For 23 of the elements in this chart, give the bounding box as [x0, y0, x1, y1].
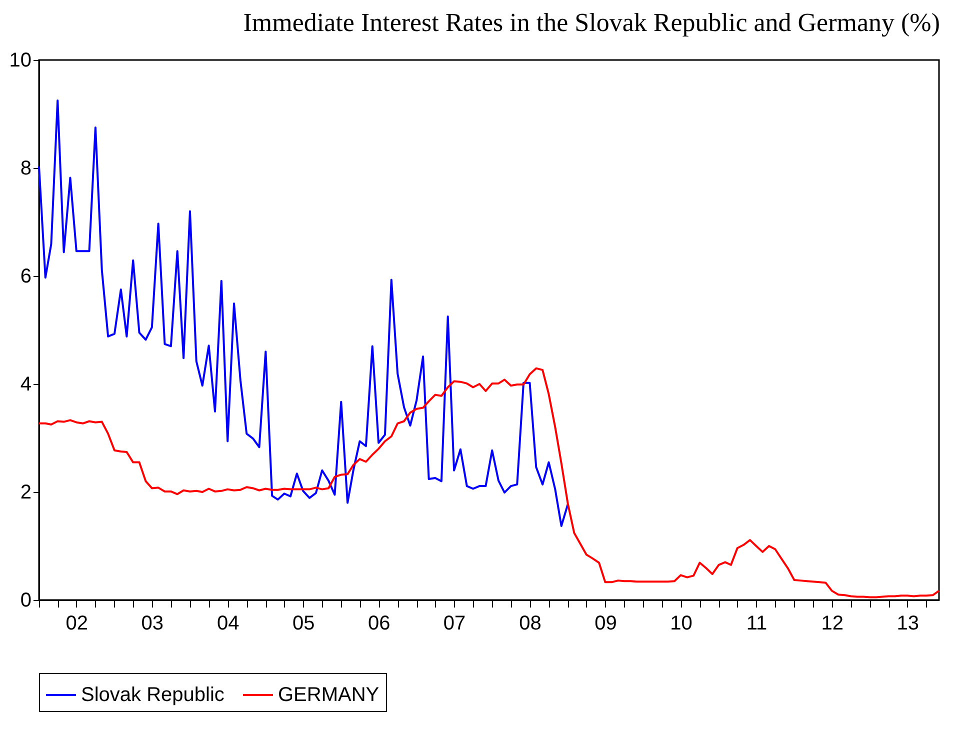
x-tick-label: 06 — [368, 612, 390, 634]
y-tick-label: 2 — [20, 482, 32, 504]
line-series — [38, 100, 569, 528]
y-tick-label: 0 — [20, 590, 32, 612]
x-tick-label: 11 — [746, 612, 768, 634]
x-tick-label: 10 — [670, 612, 692, 634]
line-series — [38, 367, 940, 598]
chart-title: Immediate Interest Rates in the Slovak Republic and Germany (%) — [243, 8, 940, 37]
legend-label: GERMANY — [278, 684, 380, 706]
y-tick-label: 6 — [20, 266, 32, 288]
y-tick-label: 10 — [9, 50, 32, 72]
x-tick-label: 09 — [594, 612, 617, 634]
x-tick-label: 13 — [896, 612, 919, 634]
x-tick-label: 02 — [66, 612, 88, 634]
x-tick-label: 08 — [519, 612, 542, 634]
x-tick-label: 07 — [443, 612, 466, 634]
y-tick-label: 4 — [20, 374, 32, 396]
y-tick-label: 8 — [20, 158, 32, 180]
x-tick-label: 04 — [216, 612, 240, 634]
x-tick-label: 05 — [292, 612, 315, 634]
x-tick-label: 03 — [141, 612, 164, 634]
legend-label: Slovak Republic — [81, 684, 224, 706]
x-tick-label: 12 — [821, 612, 844, 634]
